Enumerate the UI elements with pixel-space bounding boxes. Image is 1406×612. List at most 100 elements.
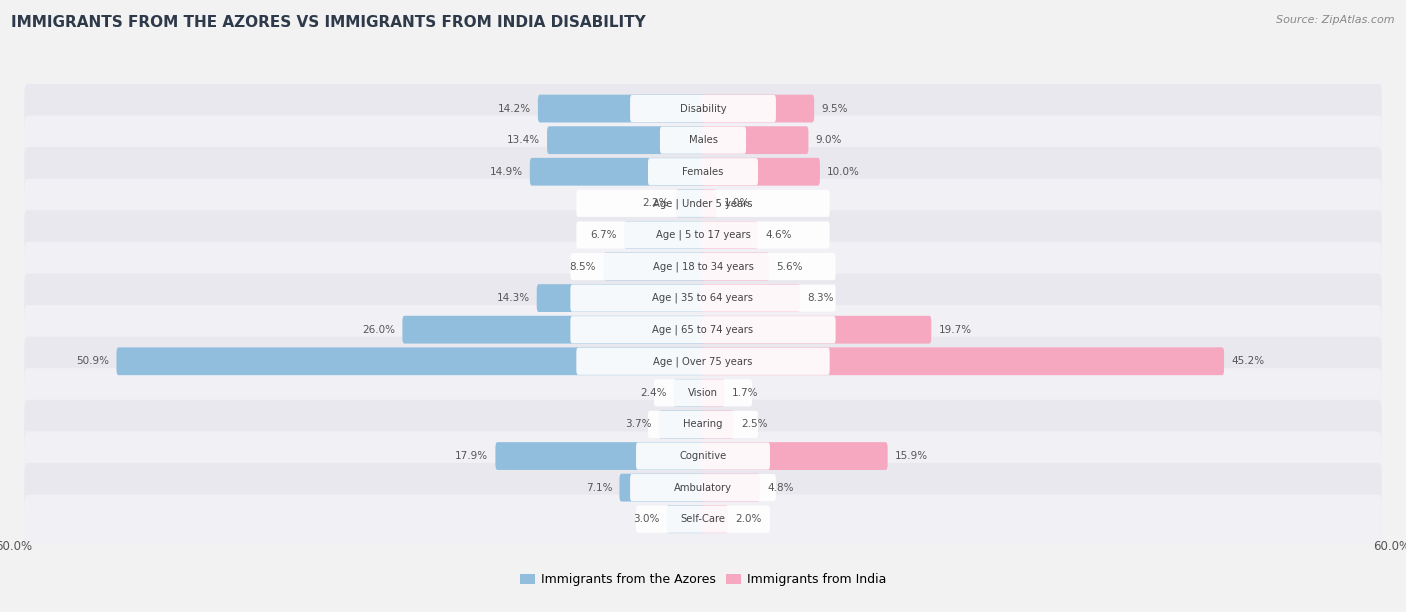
FancyBboxPatch shape (495, 442, 704, 470)
FancyBboxPatch shape (702, 253, 769, 280)
FancyBboxPatch shape (402, 316, 704, 343)
Text: 2.4%: 2.4% (640, 388, 666, 398)
Text: 45.2%: 45.2% (1232, 356, 1264, 366)
FancyBboxPatch shape (24, 463, 1382, 512)
Text: Age | 18 to 34 years: Age | 18 to 34 years (652, 261, 754, 272)
Text: 1.0%: 1.0% (724, 198, 749, 208)
FancyBboxPatch shape (702, 158, 820, 185)
FancyBboxPatch shape (117, 348, 704, 375)
FancyBboxPatch shape (576, 190, 830, 217)
FancyBboxPatch shape (603, 253, 704, 280)
FancyBboxPatch shape (673, 379, 704, 407)
Text: 1.7%: 1.7% (731, 388, 758, 398)
Text: 8.5%: 8.5% (569, 261, 596, 272)
Text: 15.9%: 15.9% (894, 451, 928, 461)
Text: Ambulatory: Ambulatory (673, 483, 733, 493)
FancyBboxPatch shape (676, 190, 704, 217)
FancyBboxPatch shape (576, 348, 830, 375)
FancyBboxPatch shape (648, 158, 758, 185)
FancyBboxPatch shape (24, 274, 1382, 323)
FancyBboxPatch shape (620, 474, 704, 501)
Text: 3.7%: 3.7% (624, 419, 651, 430)
FancyBboxPatch shape (24, 84, 1382, 133)
FancyBboxPatch shape (24, 400, 1382, 449)
FancyBboxPatch shape (666, 506, 704, 533)
Text: 4.6%: 4.6% (765, 230, 792, 240)
Text: Cognitive: Cognitive (679, 451, 727, 461)
FancyBboxPatch shape (537, 284, 704, 312)
Text: 4.8%: 4.8% (768, 483, 794, 493)
Text: 60.0%: 60.0% (0, 540, 32, 553)
Text: 14.2%: 14.2% (498, 103, 531, 114)
FancyBboxPatch shape (576, 222, 830, 248)
Text: 2.2%: 2.2% (643, 198, 669, 208)
Text: 17.9%: 17.9% (456, 451, 488, 461)
FancyBboxPatch shape (702, 379, 724, 407)
FancyBboxPatch shape (702, 284, 800, 312)
Text: Disability: Disability (679, 103, 727, 114)
Text: 8.3%: 8.3% (807, 293, 834, 303)
FancyBboxPatch shape (571, 285, 835, 312)
FancyBboxPatch shape (659, 127, 747, 154)
FancyBboxPatch shape (636, 506, 770, 533)
FancyBboxPatch shape (571, 316, 835, 343)
Text: 10.0%: 10.0% (827, 166, 860, 177)
FancyBboxPatch shape (630, 95, 776, 122)
FancyBboxPatch shape (702, 474, 761, 501)
Text: Females: Females (682, 166, 724, 177)
FancyBboxPatch shape (24, 211, 1382, 259)
FancyBboxPatch shape (702, 348, 1225, 375)
FancyBboxPatch shape (24, 305, 1382, 354)
Text: Vision: Vision (688, 388, 718, 398)
FancyBboxPatch shape (702, 411, 734, 438)
Text: IMMIGRANTS FROM THE AZORES VS IMMIGRANTS FROM INDIA DISABILITY: IMMIGRANTS FROM THE AZORES VS IMMIGRANTS… (11, 15, 645, 31)
Text: Source: ZipAtlas.com: Source: ZipAtlas.com (1277, 15, 1395, 25)
Text: Age | 5 to 17 years: Age | 5 to 17 years (655, 230, 751, 240)
Text: Age | 65 to 74 years: Age | 65 to 74 years (652, 324, 754, 335)
FancyBboxPatch shape (538, 95, 704, 122)
Legend: Immigrants from the Azores, Immigrants from India: Immigrants from the Azores, Immigrants f… (515, 568, 891, 591)
FancyBboxPatch shape (702, 126, 808, 154)
FancyBboxPatch shape (630, 474, 776, 501)
Text: 2.5%: 2.5% (741, 419, 768, 430)
FancyBboxPatch shape (24, 147, 1382, 196)
FancyBboxPatch shape (24, 179, 1382, 228)
Text: 9.5%: 9.5% (821, 103, 848, 114)
Text: 19.7%: 19.7% (938, 325, 972, 335)
Text: 2.0%: 2.0% (735, 514, 762, 524)
FancyBboxPatch shape (654, 379, 752, 406)
FancyBboxPatch shape (24, 494, 1382, 544)
Text: Age | Under 5 years: Age | Under 5 years (654, 198, 752, 209)
FancyBboxPatch shape (571, 253, 835, 280)
FancyBboxPatch shape (702, 221, 758, 249)
Text: 14.9%: 14.9% (489, 166, 523, 177)
FancyBboxPatch shape (547, 126, 704, 154)
Text: 7.1%: 7.1% (586, 483, 612, 493)
Text: 5.6%: 5.6% (776, 261, 803, 272)
FancyBboxPatch shape (648, 411, 758, 438)
FancyBboxPatch shape (24, 337, 1382, 386)
Text: Age | Over 75 years: Age | Over 75 years (654, 356, 752, 367)
Text: Age | 35 to 64 years: Age | 35 to 64 years (652, 293, 754, 304)
Text: 6.7%: 6.7% (591, 230, 617, 240)
FancyBboxPatch shape (530, 158, 704, 185)
FancyBboxPatch shape (24, 116, 1382, 165)
Text: 3.0%: 3.0% (633, 514, 659, 524)
FancyBboxPatch shape (702, 506, 728, 533)
FancyBboxPatch shape (24, 431, 1382, 480)
FancyBboxPatch shape (24, 242, 1382, 291)
Text: Hearing: Hearing (683, 419, 723, 430)
FancyBboxPatch shape (636, 442, 770, 469)
Text: 14.3%: 14.3% (496, 293, 530, 303)
Text: 9.0%: 9.0% (815, 135, 842, 145)
Text: Self-Care: Self-Care (681, 514, 725, 524)
Text: 60.0%: 60.0% (1374, 540, 1406, 553)
FancyBboxPatch shape (702, 316, 931, 343)
FancyBboxPatch shape (702, 442, 887, 470)
FancyBboxPatch shape (624, 221, 704, 249)
Text: Males: Males (689, 135, 717, 145)
FancyBboxPatch shape (24, 368, 1382, 417)
Text: 13.4%: 13.4% (506, 135, 540, 145)
Text: 26.0%: 26.0% (363, 325, 395, 335)
FancyBboxPatch shape (702, 95, 814, 122)
